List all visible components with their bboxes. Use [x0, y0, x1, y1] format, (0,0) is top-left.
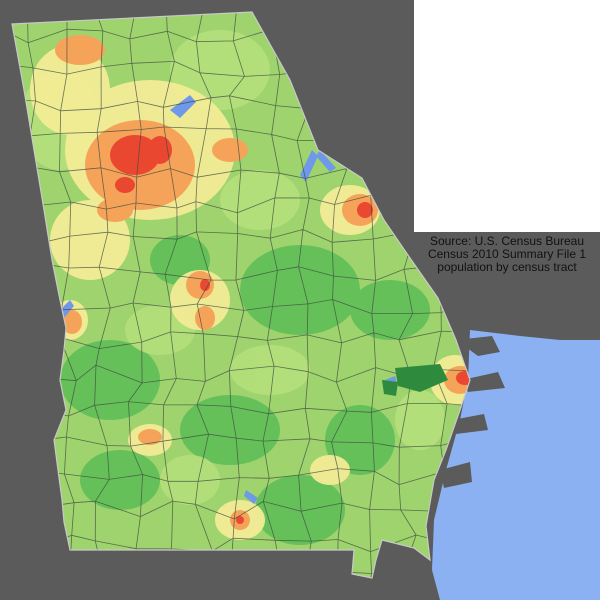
- georgia-state-outline: [11, 11, 471, 579]
- atlantic-ocean: [432, 330, 600, 600]
- source-line-3: population by census tract: [437, 260, 577, 274]
- source-line-1: Source: U.S. Census Bureau: [429, 234, 585, 248]
- source-note: Source: U.S. Census Bureau Census 2010 S…: [414, 235, 600, 274]
- coastal-marsh: [440, 336, 505, 488]
- source-line-2: Census 2010 Summary File 1: [427, 247, 587, 261]
- blank-panel: [414, 0, 600, 232]
- georgia-state: [12, 12, 470, 578]
- density-highest-regions: [110, 135, 470, 524]
- highlighted-county: [395, 364, 448, 392]
- highlighted-county-small: [382, 380, 398, 396]
- density-low-regions: [60, 235, 430, 545]
